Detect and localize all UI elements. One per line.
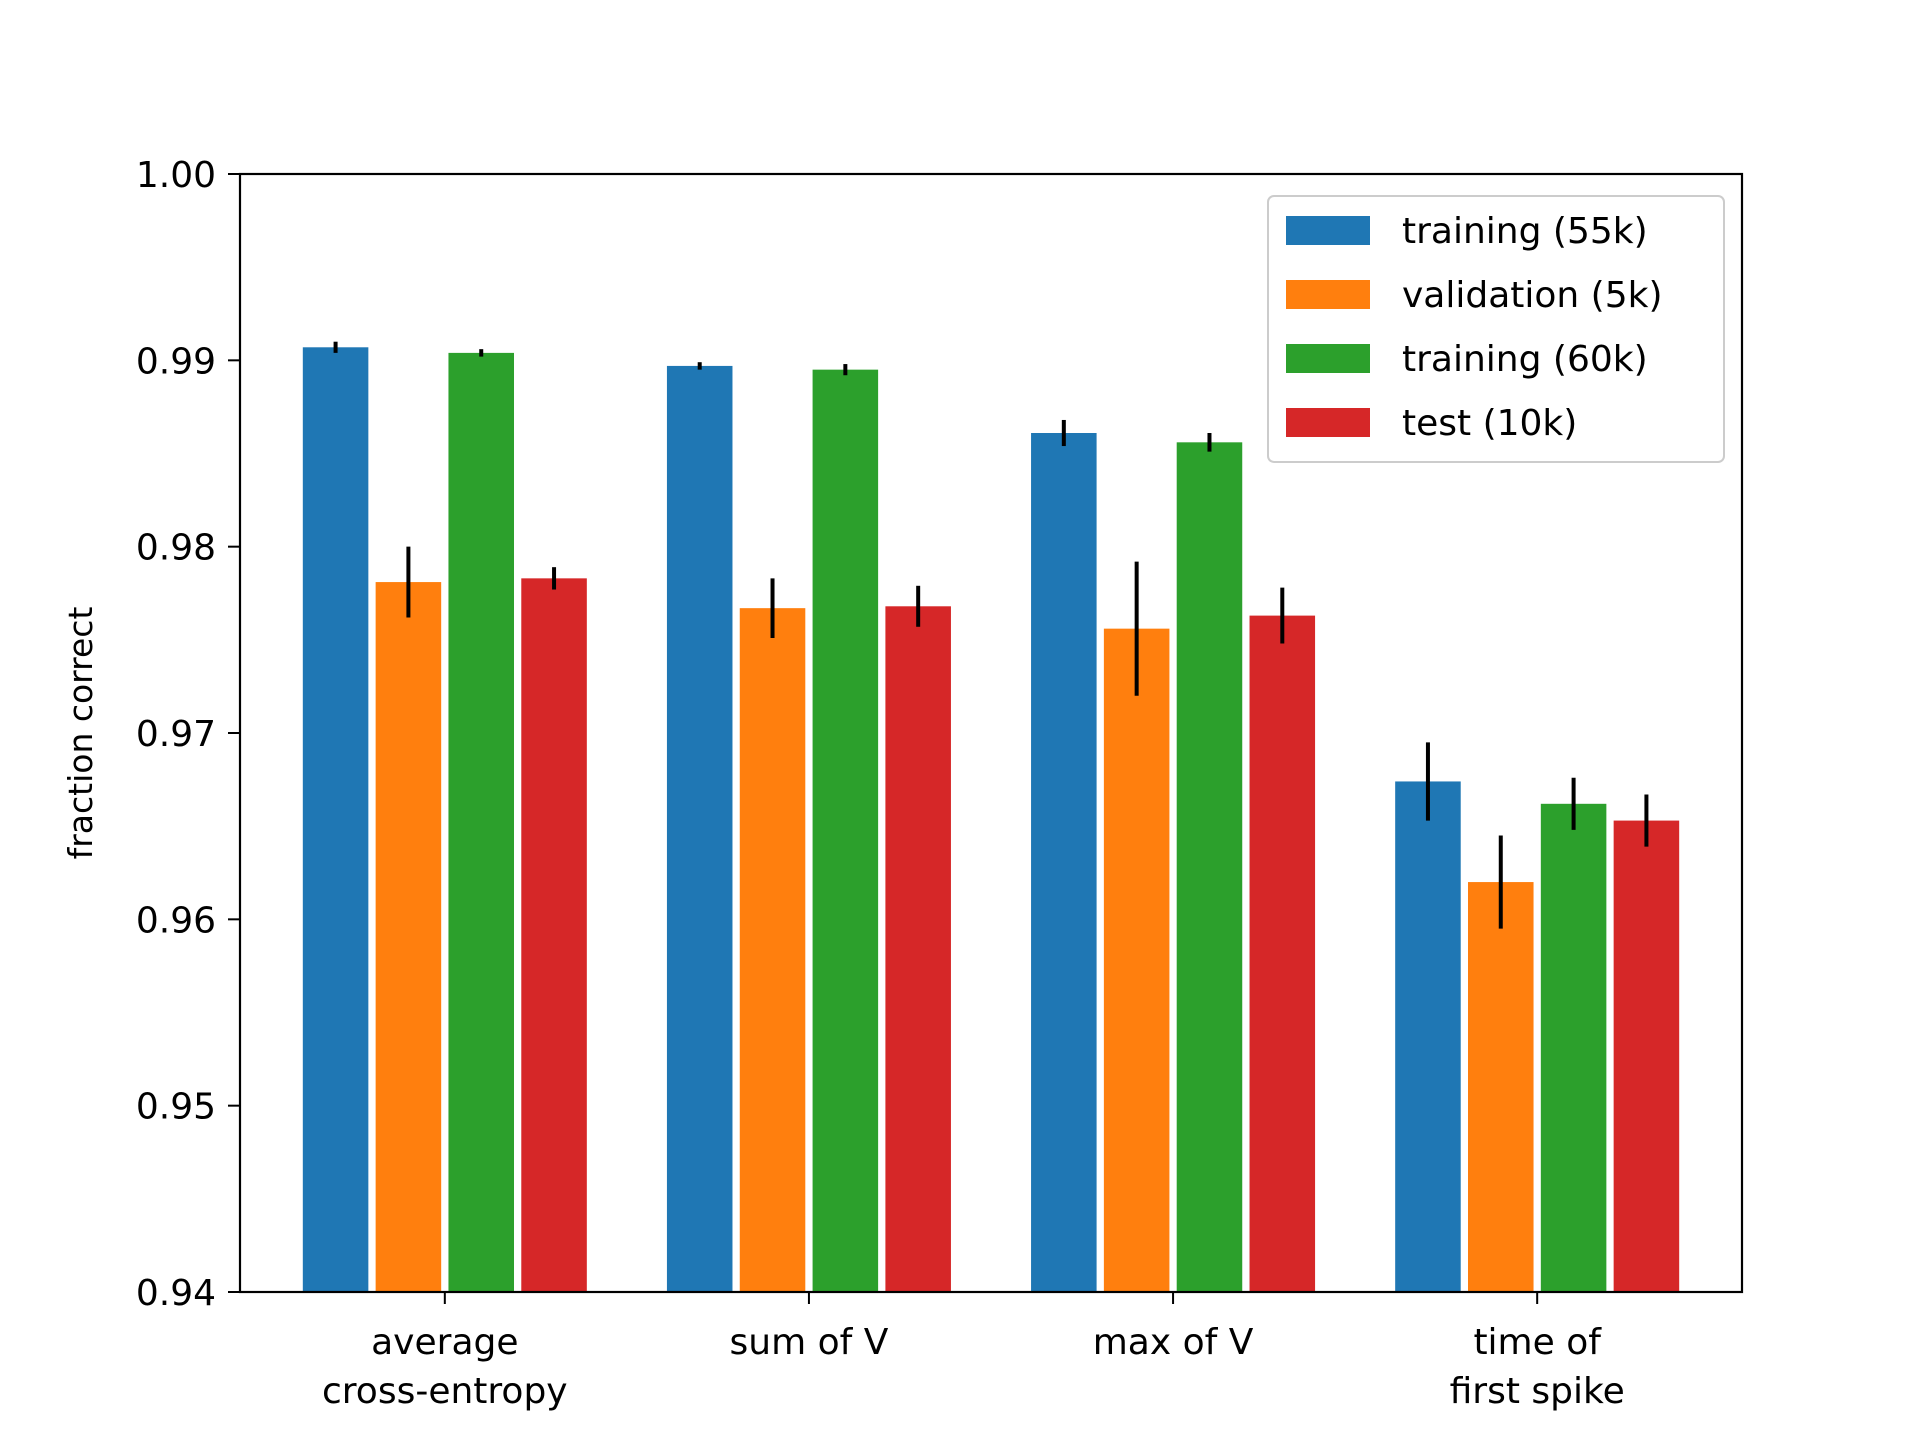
bar-training-55k--1 — [666, 365, 733, 1292]
legend-swatch — [1286, 344, 1370, 373]
bar-training-55k--2 — [1031, 433, 1097, 1293]
bar-test-10k--3 — [1613, 820, 1680, 1292]
y-tick-label: 0.99 — [136, 341, 216, 382]
y-axis-label: fraction correct — [61, 607, 100, 860]
x-tick-label: sum of V — [730, 1322, 889, 1363]
bar-validation-5k--3 — [1467, 882, 1534, 1292]
bar-validation-5k--1 — [739, 608, 806, 1292]
bars-layer — [302, 347, 1680, 1293]
legend: training (55k) validation (5k) training (6… — [1267, 195, 1725, 463]
bar-test-10k--1 — [885, 606, 951, 1292]
y-tick-label: 0.97 — [136, 714, 216, 755]
x-axis: average cross-entropy sum of V max of V time… — [322, 1292, 1625, 1412]
bar-validation-5k--2 — [1103, 628, 1170, 1292]
y-tick-label: 0.94 — [136, 1273, 216, 1314]
x-tick-label: time of — [1473, 1322, 1602, 1363]
legend-label: test (10k) — [1402, 403, 1577, 444]
bar-test-10k--2 — [1249, 615, 1316, 1292]
bar-test-10k--0 — [521, 578, 587, 1292]
legend-label: training (55k) — [1402, 211, 1648, 252]
x-tick-label: average — [371, 1322, 518, 1363]
error-bars-layer — [333, 341, 1649, 929]
bar-training-60k--1 — [812, 369, 879, 1292]
bar-training-60k--2 — [1176, 442, 1243, 1292]
legend-swatch — [1286, 408, 1370, 437]
bar-validation-5k--0 — [375, 582, 442, 1292]
y-tick-label: 0.96 — [136, 900, 216, 941]
y-axis: 0.94 0.95 0.96 0.97 0.98 0.99 1.00 — [136, 155, 240, 1314]
bar-training-55k--0 — [302, 347, 369, 1292]
y-tick-label: 0.95 — [136, 1087, 216, 1128]
bar-training-60k--3 — [1540, 803, 1607, 1292]
x-tick-label: first spike — [1450, 1371, 1625, 1412]
x-tick-label: max of V — [1093, 1322, 1254, 1363]
bar-training-55k--3 — [1395, 781, 1461, 1292]
y-tick-label: 1.00 — [136, 155, 216, 196]
legend-swatch — [1286, 216, 1370, 245]
legend-frame — [1267, 195, 1725, 463]
legend-swatch — [1286, 280, 1370, 309]
legend-label: training (60k) — [1402, 339, 1648, 380]
x-tick-label: cross-entropy — [322, 1371, 568, 1412]
bar-training-60k--0 — [448, 352, 515, 1292]
y-tick-label: 0.98 — [136, 528, 216, 569]
legend-label: validation (5k) — [1402, 275, 1663, 316]
